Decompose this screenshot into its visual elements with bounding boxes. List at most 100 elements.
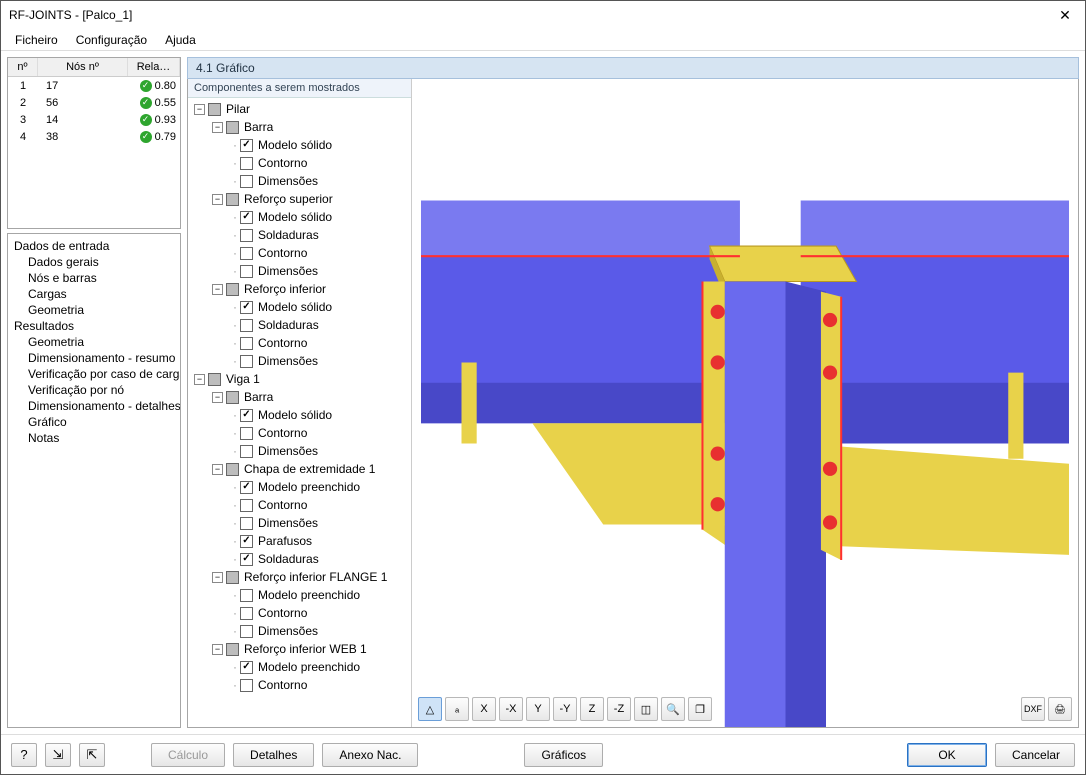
checkbox[interactable] xyxy=(240,355,253,368)
col-n[interactable]: nº xyxy=(8,58,38,76)
nav-item[interactable]: Gráfico xyxy=(10,414,178,430)
tree-node[interactable]: ·Modelo sólido xyxy=(188,208,411,226)
annex-button[interactable]: Anexo Nac. xyxy=(322,743,418,767)
tree-node[interactable]: ·Dimensões xyxy=(188,442,411,460)
checkbox[interactable] xyxy=(240,409,253,422)
3d-viewport[interactable]: △ₐX-XY-YZ-Z◫🔍❐ DXF🖨 xyxy=(412,79,1078,727)
expand-icon[interactable]: − xyxy=(212,194,223,205)
checkbox[interactable] xyxy=(226,571,239,584)
tree-node[interactable]: ·Contorno xyxy=(188,154,411,172)
tree-node[interactable]: ·Contorno xyxy=(188,424,411,442)
tree-node[interactable]: ·Dimensões xyxy=(188,622,411,640)
nav-item[interactable]: Verificação por caso de carga xyxy=(10,366,178,382)
nav-item[interactable]: Geometria xyxy=(10,334,178,350)
view-ny-icon[interactable]: -Y xyxy=(553,697,577,721)
expand-icon[interactable]: − xyxy=(212,392,223,403)
tree-node[interactable]: ·Dimensões xyxy=(188,172,411,190)
calc-button[interactable]: Cálculo xyxy=(151,743,225,767)
export-icon[interactable]: ⇲ xyxy=(45,743,71,767)
nav-item[interactable]: Dimensionamento - resumo xyxy=(10,350,178,366)
graphics-button[interactable]: Gráficos xyxy=(524,743,603,767)
tree-node[interactable]: ·Contorno xyxy=(188,496,411,514)
menu-ficheiro[interactable]: Ficheiro xyxy=(7,31,66,49)
tree-node[interactable]: −Reforço inferior FLANGE 1 xyxy=(188,568,411,586)
checkbox[interactable] xyxy=(226,193,239,206)
checkbox[interactable] xyxy=(240,499,253,512)
zoom-icon[interactable]: 🔍 xyxy=(661,697,685,721)
menu-configuracao[interactable]: Configuração xyxy=(68,31,155,49)
checkbox[interactable] xyxy=(240,535,253,548)
table-row[interactable]: 314✓0.93 xyxy=(8,111,180,128)
view-y-icon[interactable]: Y xyxy=(526,697,550,721)
tree-node[interactable]: −Viga 1 xyxy=(188,370,411,388)
expand-icon[interactable]: − xyxy=(212,464,223,475)
view-nz-icon[interactable]: -Z xyxy=(607,697,631,721)
tree-node[interactable]: ·Dimensões xyxy=(188,514,411,532)
expand-icon[interactable]: − xyxy=(212,572,223,583)
col-nodes[interactable]: Nós nº xyxy=(38,58,128,76)
axis-icon[interactable]: △ xyxy=(418,697,442,721)
checkbox[interactable] xyxy=(226,463,239,476)
checkbox[interactable] xyxy=(240,481,253,494)
help-icon[interactable]: ? xyxy=(11,743,37,767)
checkbox[interactable] xyxy=(240,319,253,332)
checkbox[interactable] xyxy=(240,553,253,566)
checkbox[interactable] xyxy=(226,643,239,656)
nav-item[interactable]: Cargas xyxy=(10,286,178,302)
nav-item[interactable]: Geometria xyxy=(10,302,178,318)
nav-group-input[interactable]: Dados de entrada xyxy=(10,238,178,254)
expand-icon[interactable]: − xyxy=(194,104,205,115)
expand-icon[interactable]: − xyxy=(212,284,223,295)
tree-node[interactable]: −Barra xyxy=(188,388,411,406)
tree-node[interactable]: −Barra xyxy=(188,118,411,136)
checkbox[interactable] xyxy=(240,445,253,458)
checkbox[interactable] xyxy=(240,427,253,440)
nav-item[interactable]: Notas xyxy=(10,430,178,446)
checkbox[interactable] xyxy=(240,211,253,224)
checkbox[interactable] xyxy=(240,157,253,170)
tree-node[interactable]: −Reforço inferior WEB 1 xyxy=(188,640,411,658)
tree-node[interactable]: −Chapa de extremidade 1 xyxy=(188,460,411,478)
view-iso-icon[interactable]: ◫ xyxy=(634,697,658,721)
tree-node[interactable]: ·Contorno xyxy=(188,334,411,352)
nav-item[interactable]: Nós e barras xyxy=(10,270,178,286)
checkbox[interactable] xyxy=(240,247,253,260)
expand-icon[interactable]: − xyxy=(212,644,223,655)
checkbox[interactable] xyxy=(208,103,221,116)
layers-icon[interactable]: ❐ xyxy=(688,697,712,721)
table-row[interactable]: 438✓0.79 xyxy=(8,128,180,145)
view-nx-icon[interactable]: -X xyxy=(499,697,523,721)
checkbox[interactable] xyxy=(226,121,239,134)
checkbox[interactable] xyxy=(208,373,221,386)
nav-group-results[interactable]: Resultados xyxy=(10,318,178,334)
checkbox[interactable] xyxy=(240,625,253,638)
cancel-button[interactable]: Cancelar xyxy=(995,743,1075,767)
checkbox[interactable] xyxy=(240,265,253,278)
tree-node[interactable]: ·Soldaduras xyxy=(188,316,411,334)
tree-node[interactable]: ·Dimensões xyxy=(188,352,411,370)
checkbox[interactable] xyxy=(226,391,239,404)
tree-node[interactable]: ·Soldaduras xyxy=(188,550,411,568)
menu-ajuda[interactable]: Ajuda xyxy=(157,31,204,49)
table-row[interactable]: 256✓0.55 xyxy=(8,94,180,111)
checkbox[interactable] xyxy=(240,661,253,674)
print-icon[interactable]: 🖨 xyxy=(1048,697,1072,721)
checkbox[interactable] xyxy=(240,589,253,602)
tree-node[interactable]: ·Contorno xyxy=(188,244,411,262)
label-icon[interactable]: ₐ xyxy=(445,697,469,721)
tree-node[interactable]: ·Soldaduras xyxy=(188,226,411,244)
details-button[interactable]: Detalhes xyxy=(233,743,314,767)
table-row[interactable]: 117✓0.80 xyxy=(8,77,180,94)
checkbox[interactable] xyxy=(226,283,239,296)
tree-node[interactable]: −Reforço superior xyxy=(188,190,411,208)
checkbox[interactable] xyxy=(240,229,253,242)
close-icon[interactable]: ✕ xyxy=(1053,7,1077,24)
tree-node[interactable]: ·Modelo preenchido xyxy=(188,478,411,496)
view-z-icon[interactable]: Z xyxy=(580,697,604,721)
ok-button[interactable]: OK xyxy=(907,743,987,767)
tree-node[interactable]: ·Dimensões xyxy=(188,262,411,280)
tree-node[interactable]: ·Contorno xyxy=(188,604,411,622)
tree-node[interactable]: −Reforço inferior xyxy=(188,280,411,298)
dxf-icon[interactable]: DXF xyxy=(1021,697,1045,721)
expand-icon[interactable]: − xyxy=(194,374,205,385)
